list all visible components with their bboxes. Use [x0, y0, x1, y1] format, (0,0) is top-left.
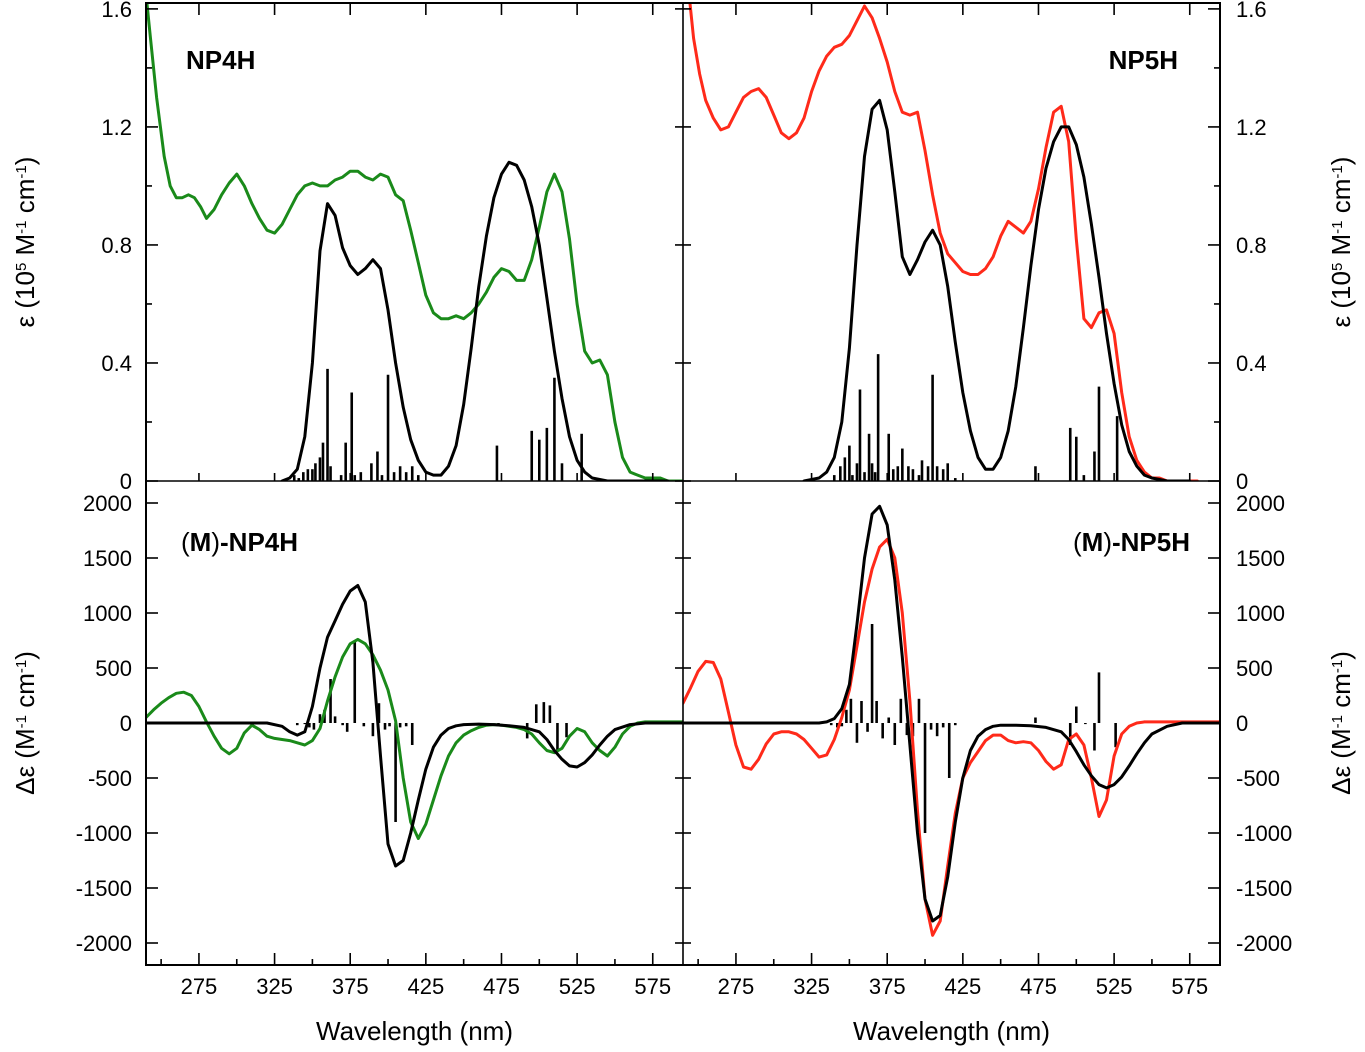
panel-title-cd-m-np5h: (M)-NP5H [1073, 527, 1190, 557]
panel-cd-m-np4h [146, 584, 683, 868]
y-bottom-label-left-8: 2000 [83, 491, 132, 516]
series-cd-m-np4h-experimental [146, 637, 683, 840]
y-bottom-label-right-6: 1000 [1236, 601, 1285, 626]
x-tick-label-right-375: 375 [869, 974, 906, 999]
y-axis-label-top-left: ε (105 M-1 cm-1) [10, 157, 40, 328]
series-abs-np4h-experimental [146, 3, 683, 481]
y-bottom-label-left-3: -500 [88, 766, 132, 791]
panel-cd-m-np5h [683, 504, 1220, 937]
y-top-label-right-3: 1.2 [1236, 115, 1267, 140]
panel-title-abs-np5h: NP5H [1109, 45, 1178, 75]
x-tick-label-right-325: 325 [793, 974, 830, 999]
sticks-cd-m-np4h [295, 641, 568, 822]
sticks-abs-np4h [292, 368, 583, 481]
y-bottom-label-right-7: 1500 [1236, 546, 1285, 571]
x-axis-label-right: Wavelength (nm) [853, 1016, 1050, 1046]
series-abs-np5h-calculated [802, 98, 1192, 481]
x-tick-label-right-425: 425 [944, 974, 981, 999]
panel-abs-np5h [688, 3, 1199, 481]
y-bottom-label-left-0: -2000 [76, 931, 132, 956]
y-bottom-label-right-2: -1000 [1236, 821, 1292, 846]
x-axis-label-left: Wavelength (nm) [316, 1016, 513, 1046]
text-layer: 275 325 375 425 475 525 575 275 325 375 425 475 525 5… [10, 0, 1356, 1046]
x-tick-label-right-475: 475 [1020, 974, 1057, 999]
series-cd-m-np5h-calculated [683, 504, 1220, 923]
sticks-abs-np5h [832, 354, 1119, 481]
y-top-label-right-2: 0.8 [1236, 233, 1267, 258]
y-bottom-label-left-6: 1000 [83, 601, 132, 626]
x-tick-label-left-375: 375 [332, 974, 369, 999]
panel-abs-np4h [146, 3, 683, 481]
panels-layer [146, 3, 1220, 937]
y-bottom-label-left-4: 0 [120, 711, 132, 736]
x-tick-label-right-575: 575 [1171, 974, 1208, 999]
x-tick-label-left-325: 325 [256, 974, 293, 999]
panel-title-cd-m-np4h: (M)-NP4H [181, 527, 298, 557]
series-cd-m-np4h-calculated [146, 584, 683, 868]
y-top-label-left-2: 0.8 [101, 233, 132, 258]
frame-layer [145, 2, 1221, 966]
y-top-label-left-0: 0 [120, 469, 132, 494]
y-bottom-label-right-0: -2000 [1236, 931, 1292, 956]
y-axis-label-bottom-right: Δε (M-1 cm-1) [1326, 651, 1356, 795]
y-bottom-label-right-4: 0 [1236, 711, 1248, 736]
y-bottom-label-right-5: 500 [1236, 656, 1273, 681]
x-tick-label-left-525: 525 [559, 974, 596, 999]
y-top-label-right-0: 0 [1236, 469, 1248, 494]
series-cd-m-np5h-experimental [683, 537, 1220, 937]
y-top-label-left-4: 1.6 [101, 0, 132, 22]
y-top-label-right-1: 0.4 [1236, 351, 1267, 376]
x-tick-label-left-475: 475 [483, 974, 520, 999]
y-top-label-left-1: 0.4 [101, 351, 132, 376]
x-tick-label-left-575: 575 [634, 974, 671, 999]
y-bottom-label-right-1: -1500 [1236, 876, 1292, 901]
y-axis-label-top-right: ε (105 M-1 cm-1) [1326, 157, 1356, 328]
y-bottom-label-right-8: 2000 [1236, 491, 1285, 516]
series-abs-np4h-calculated [280, 160, 670, 481]
x-tick-label-right-525: 525 [1096, 974, 1133, 999]
y-bottom-label-left-5: 500 [95, 656, 132, 681]
panel-title-abs-np4h: NP4H [186, 45, 255, 75]
y-bottom-label-left-7: 1500 [83, 546, 132, 571]
y-bottom-label-left-2: -1000 [76, 821, 132, 846]
y-top-label-right-4: 1.6 [1236, 0, 1267, 22]
y-bottom-label-left-1: -1500 [76, 876, 132, 901]
y-bottom-label-right-3: -500 [1236, 766, 1280, 791]
x-tick-label-left-425: 425 [407, 974, 444, 999]
series-abs-np5h-experimental [688, 3, 1199, 481]
x-tick-label-left-275: 275 [181, 974, 218, 999]
y-axis-label-bottom-left: Δε (M-1 cm-1) [10, 651, 40, 795]
y-top-label-left-3: 1.2 [101, 115, 132, 140]
sticks-cd-m-np5h [829, 624, 1117, 833]
x-tick-label-right-275: 275 [718, 974, 755, 999]
